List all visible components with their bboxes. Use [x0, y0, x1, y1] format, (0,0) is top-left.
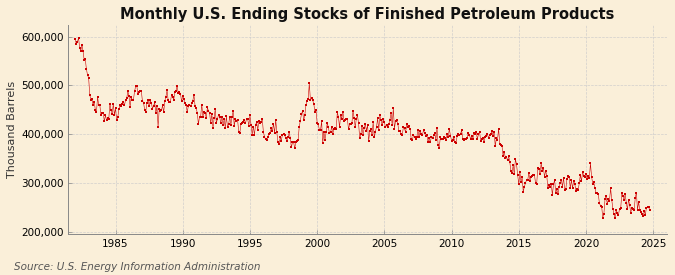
- Title: Monthly U.S. Ending Stocks of Finished Petroleum Products: Monthly U.S. Ending Stocks of Finished P…: [120, 7, 615, 22]
- Y-axis label: Thousand Barrels: Thousand Barrels: [7, 81, 17, 178]
- Text: Source: U.S. Energy Information Administration: Source: U.S. Energy Information Administ…: [14, 262, 260, 272]
